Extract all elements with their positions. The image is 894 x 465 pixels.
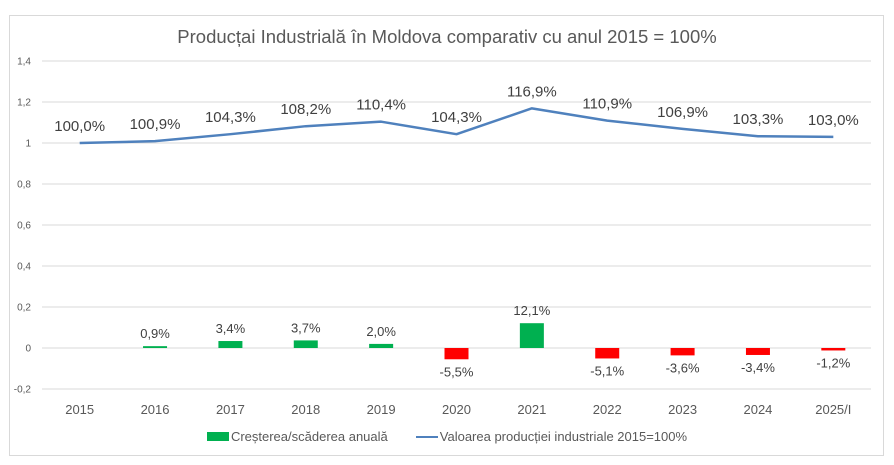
bar: [519, 323, 544, 348]
bar-data-label: 2,0%: [366, 324, 396, 339]
x-tick-label: 2023: [668, 402, 697, 417]
bar-data-label: 12,1%: [513, 303, 550, 318]
line-data-label: 110,4%: [356, 97, 406, 114]
x-tick-label: 2019: [367, 402, 396, 417]
chart-title: Producțai Industrială în Moldova compara…: [177, 26, 717, 47]
bar-data-label: -1,2%: [816, 355, 850, 370]
bar-data-label: -3,4%: [741, 360, 775, 375]
line-data-label: 116,9%: [507, 83, 557, 100]
y-tick-label: 0,8: [17, 180, 31, 191]
line-data-label: 103,0%: [808, 112, 859, 129]
gridlines: [42, 60, 871, 390]
y-tick-label: 0,4: [17, 262, 31, 273]
bar: [218, 341, 243, 348]
legend-line-label: Valoarea producției industriale 2015=100…: [439, 429, 688, 444]
legend: Creșterea/scăderea anuală Valoarea produ…: [0, 429, 894, 444]
bar-data-labels: 0,9% 3,4% 3,7% 2,0% -5,5% 12,1% -5,1% -3,6% -3,4…: [140, 303, 851, 379]
y-tick-label: 1,4: [17, 57, 31, 68]
line-data-label: 108,2%: [280, 101, 331, 118]
line-data-label: 100,9%: [130, 116, 181, 133]
chart-frame: [9, 15, 884, 456]
bar: [369, 343, 394, 348]
bar-data-label: 0,9%: [140, 326, 170, 341]
y-tick-label: -0,2: [14, 385, 32, 396]
bar: [595, 348, 620, 359]
y-tick-label: 0,6: [17, 221, 31, 232]
bar: [670, 348, 695, 356]
x-tick-label: 2016: [141, 402, 170, 417]
line-data-label: 106,9%: [657, 104, 708, 121]
x-tick-label: 2017: [216, 402, 245, 417]
legend-bar-label: Creșterea/scăderea anuală: [230, 429, 388, 444]
line-data-label: 100,0%: [54, 118, 105, 135]
x-tick-label: 2018: [291, 402, 320, 417]
bar-data-label: -5,5%: [440, 364, 474, 379]
line-data-label: 103,3%: [733, 111, 784, 128]
bar: [821, 348, 846, 351]
bar: [745, 348, 770, 355]
bar-series: [143, 323, 846, 360]
y-tick-label: 1: [25, 139, 31, 150]
bar-data-label: -5,1%: [590, 363, 624, 378]
x-tick-label: 2020: [442, 402, 471, 417]
y-tick-label: 0: [25, 344, 31, 355]
line-data-label: 110,9%: [582, 96, 632, 113]
x-tick-label: 2022: [593, 402, 622, 417]
legend-item-bar: Creșterea/scăderea anuală: [206, 429, 388, 444]
bar-data-label: 3,4%: [216, 321, 246, 336]
legend-item-line: Valoarea producției industriale 2015=100…: [415, 429, 688, 444]
x-tick-label: 2025/I: [815, 402, 851, 417]
bar: [444, 348, 469, 360]
x-tick-label: 2021: [517, 402, 546, 417]
line-data-label: 104,3%: [431, 109, 482, 126]
x-tick-label: 2015: [65, 402, 94, 417]
y-axis-ticks: -0,2 0 0,2 0,4 0,6 0,8 1 1,2 1,4: [14, 57, 32, 396]
y-tick-label: 0,2: [17, 303, 31, 314]
bar-data-label: -3,6%: [666, 360, 700, 375]
x-tick-label: 2024: [743, 402, 772, 417]
line-data-labels: 100,0% 100,9% 104,3% 108,2% 110,4% 104,3% 116,…: [54, 83, 859, 135]
line-series: [79, 107, 834, 145]
bar: [143, 346, 168, 348]
legend-bar-swatch: [206, 432, 229, 441]
line-data-label: 104,3%: [205, 109, 256, 126]
legend-line-swatch: [415, 435, 438, 438]
y-tick-label: 1,2: [17, 98, 31, 109]
x-axis-ticks: 2015 2016 2017 2018 2019 2020 2021 2022 2023 2024…: [65, 402, 851, 417]
bar: [293, 340, 318, 348]
bar-data-label: 3,7%: [291, 320, 321, 335]
